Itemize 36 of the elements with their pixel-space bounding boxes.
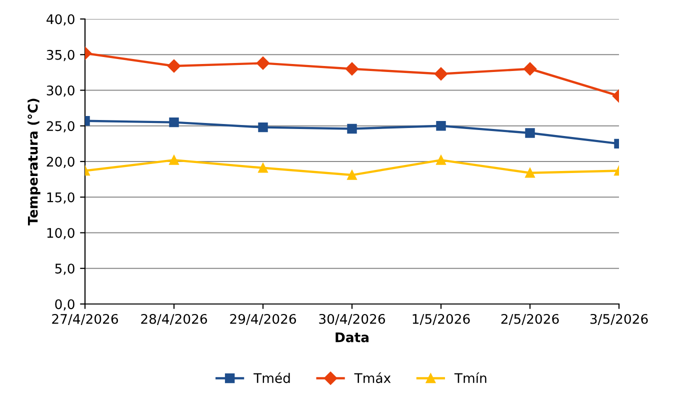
point [347,170,357,180]
x-tick-label: 28/4/2026 [141,314,207,325]
point [256,56,270,70]
point [167,59,181,73]
point [525,128,535,138]
y-tick-label: 35,0 [46,50,74,62]
y-tick-label: 30,0 [46,85,74,97]
point [525,168,535,178]
point [347,124,357,134]
y-tick-label: 0,0 [55,299,74,311]
legend-label: Tmín [454,372,486,383]
y-tick-label: 40,0 [46,14,74,26]
x-tick-label: 3/5/2026 [590,314,648,325]
legend-label: Tmáx [354,372,391,384]
point [436,155,446,165]
point [434,67,448,80]
y-tick-label: 5,0 [55,264,74,275]
legend-label: Tméd [254,372,290,384]
point [436,121,446,131]
point [258,163,268,173]
y-axis-title: Temperatura (°C) [28,98,40,226]
x-axis-title: Data [336,332,368,342]
point [169,117,179,128]
y-tick-label: 25,0 [46,121,74,132]
point [523,62,537,76]
point [169,155,179,165]
x-tick-label: 30/4/2026 [319,314,385,325]
y-tick-label: 10,0 [47,228,74,240]
x-tick-label: 27/4/2026 [52,314,118,325]
x-tick-label: 29/4/2026 [230,314,296,325]
point [345,62,359,76]
x-tick-label: 2/5/2026 [501,314,559,325]
y-tick-label: 20,0 [46,156,74,168]
x-tick-label: 1/5/2026 [412,314,470,325]
y-tick-label: 15,0 [47,192,74,204]
point [258,122,268,132]
